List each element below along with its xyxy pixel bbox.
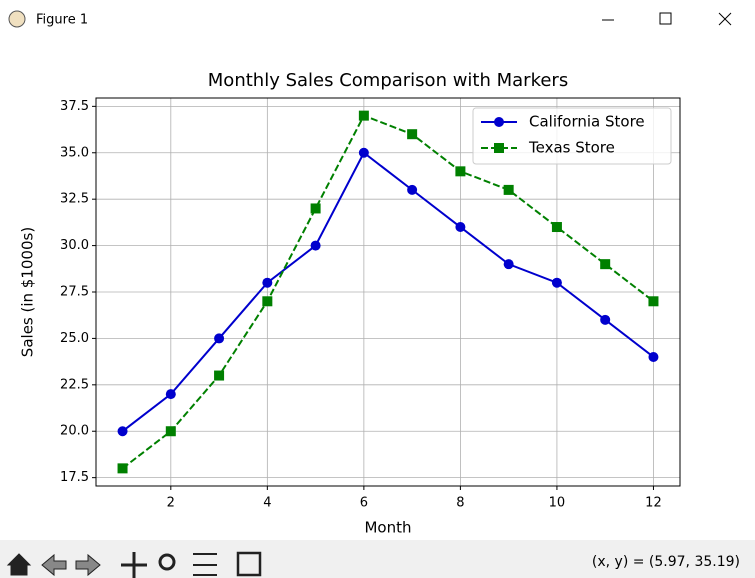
marker bbox=[214, 370, 225, 381]
marker bbox=[600, 259, 611, 270]
x-tick-label: 8 bbox=[456, 496, 464, 511]
save-button[interactable] bbox=[236, 551, 262, 577]
back-button[interactable] bbox=[41, 553, 67, 577]
y-tick-label: 27.5 bbox=[60, 285, 89, 300]
pan-button[interactable] bbox=[121, 552, 147, 578]
marker bbox=[551, 222, 562, 233]
y-axis-label: Sales (in $1000s) bbox=[19, 227, 37, 357]
series-line bbox=[121, 151, 655, 433]
marker bbox=[117, 463, 128, 474]
legend-label: California Store bbox=[529, 113, 645, 131]
x-tick-label: 12 bbox=[645, 496, 662, 511]
forward-button[interactable] bbox=[75, 553, 101, 577]
x-tick-label: 2 bbox=[167, 496, 175, 511]
marker bbox=[503, 259, 514, 270]
close-button[interactable] bbox=[718, 12, 732, 26]
y-tick-label: 32.5 bbox=[60, 192, 89, 207]
chart-title: Monthly Sales Comparison with Markers bbox=[208, 70, 568, 91]
toolbar bbox=[0, 540, 755, 578]
y-tick-label: 17.5 bbox=[60, 470, 89, 485]
zoom-button[interactable] bbox=[158, 553, 176, 571]
marker bbox=[165, 426, 176, 437]
marker bbox=[214, 333, 225, 344]
x-axis-label: Month bbox=[364, 519, 411, 537]
legend-marker bbox=[494, 117, 504, 127]
marker bbox=[117, 426, 128, 437]
marker bbox=[455, 222, 466, 233]
marker bbox=[310, 203, 321, 214]
marker bbox=[600, 314, 611, 325]
marker bbox=[262, 277, 273, 288]
home-button[interactable] bbox=[6, 553, 32, 576]
y-tick-label: 20.0 bbox=[60, 424, 89, 439]
y-tick-label: 25.0 bbox=[60, 331, 89, 346]
app-icon bbox=[8, 10, 26, 28]
marker bbox=[310, 240, 321, 251]
y-tick-label: 35.0 bbox=[60, 145, 89, 160]
marker bbox=[358, 147, 369, 158]
x-tick-label: 10 bbox=[549, 496, 566, 511]
legend-box bbox=[472, 107, 672, 165]
title-bar bbox=[0, 0, 755, 38]
marker bbox=[648, 296, 659, 307]
marker bbox=[455, 166, 466, 177]
marker bbox=[407, 129, 418, 140]
x-tick-label: 6 bbox=[360, 496, 368, 511]
toolbar-icons bbox=[6, 551, 262, 578]
marker bbox=[648, 351, 659, 362]
x-tick-label: 4 bbox=[263, 496, 271, 511]
legend-marker bbox=[494, 143, 504, 153]
legend-label: Texas Store bbox=[528, 139, 615, 157]
marker bbox=[503, 184, 514, 195]
y-tick-label: 22.5 bbox=[60, 377, 89, 392]
marker bbox=[358, 110, 369, 121]
window-title: Figure 1 bbox=[36, 13, 88, 28]
marker bbox=[551, 277, 562, 288]
plot-frame bbox=[95, 97, 681, 487]
marker bbox=[165, 389, 176, 400]
y-tick-label: 30.0 bbox=[60, 238, 89, 253]
maximize-button[interactable] bbox=[659, 12, 672, 25]
y-tick-label: 37.5 bbox=[60, 99, 89, 114]
legend: California Store Texas Store bbox=[472, 107, 672, 165]
configure-button[interactable] bbox=[193, 553, 217, 576]
series-line bbox=[121, 114, 655, 470]
marker bbox=[262, 296, 273, 307]
status-text: (x, y) = (5.97, 35.19) bbox=[592, 554, 740, 570]
marker bbox=[407, 184, 418, 195]
